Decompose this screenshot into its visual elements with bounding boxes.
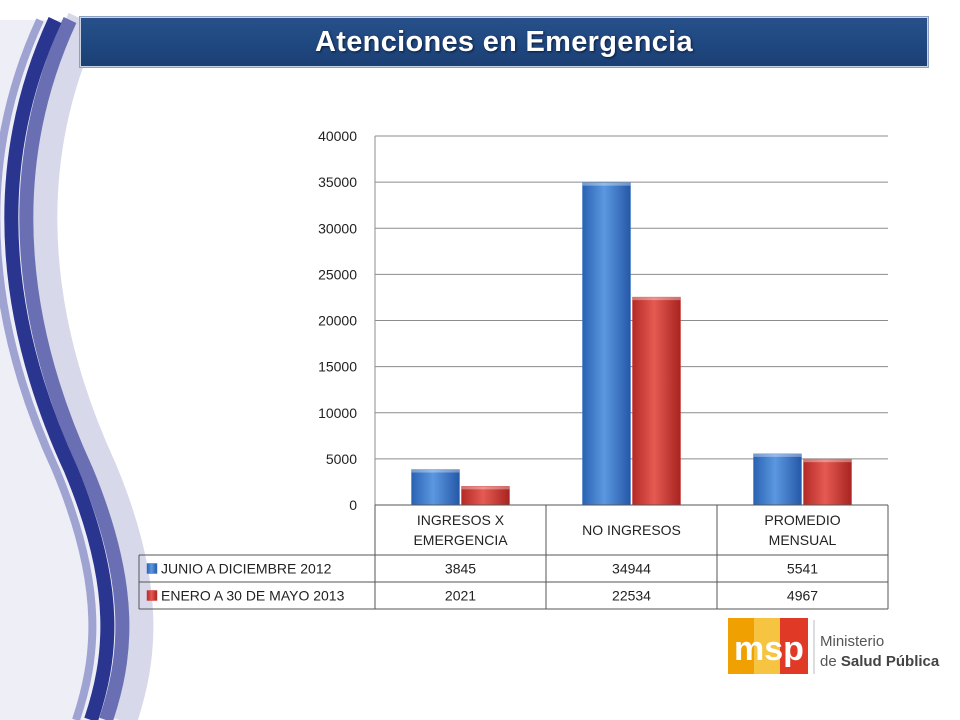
bar-top-highlight [411,469,460,473]
category-label: PROMEDIO [764,512,840,528]
logo-line2: de Salud Pública [820,653,940,670]
logo-line1: Ministerio [820,633,884,650]
legend-key [146,563,158,574]
bar [632,296,681,506]
ministerio-logo: msp Ministerio de Salud Pública [728,618,940,674]
data-label: 5541 [787,561,818,577]
y-tick-label: 25000 [318,266,357,282]
y-tick-label: 40000 [318,128,357,144]
bar-top-highlight [632,297,681,301]
logo-mark: msp [734,630,804,668]
bar [803,458,852,506]
category-label: NO INGRESOS [582,522,681,538]
logo-block-red [780,618,808,674]
data-label: 2021 [445,588,476,604]
data-label: 34944 [612,561,651,577]
bar-top-highlight [582,182,631,186]
page-title: Atenciones en Emergencia [315,25,693,58]
category-label: INGRESOS X [417,512,505,528]
bar-top-highlight [753,453,802,457]
y-tick-label: 5000 [326,451,357,467]
logo-block-orange [728,618,754,674]
series-name: JUNIO A DICIEMBRE 2012 [161,561,332,577]
category-label: EMERGENCIA [413,532,508,548]
series-name: ENERO A 30 DE MAYO 2013 [161,588,345,604]
data-label: 4967 [787,588,818,604]
y-tick-label: 35000 [318,174,357,190]
bar [411,469,460,506]
bar-top-highlight [803,459,852,463]
y-tick-label: 20000 [318,313,357,329]
bar-top-highlight [461,486,510,490]
y-tick-label: 30000 [318,220,357,236]
logo-block-yellow [754,618,780,674]
y-tick-label: 15000 [318,359,357,375]
bar [582,182,631,506]
data-label: 3845 [445,561,476,577]
title-banner: Atenciones en Emergencia [80,17,928,67]
bar [753,453,802,506]
decorative-swoosh [0,12,154,720]
y-tick-label: 10000 [318,405,357,421]
y-tick-label: 0 [349,497,357,513]
category-label: MENSUAL [769,532,837,548]
data-label: 22534 [612,588,651,604]
legend-key [146,590,158,601]
